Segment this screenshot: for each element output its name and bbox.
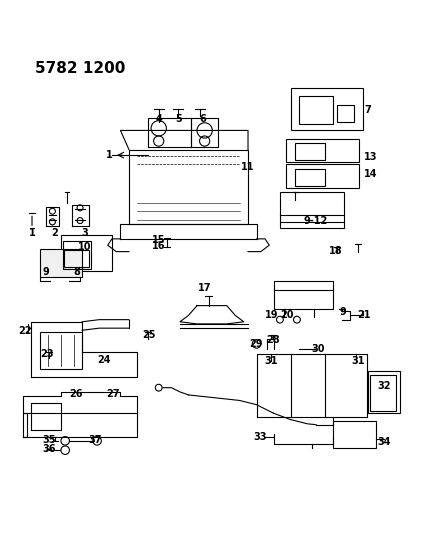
- Text: 5: 5: [175, 114, 181, 124]
- Text: 30: 30: [312, 344, 325, 354]
- Text: 9: 9: [43, 266, 49, 277]
- Text: 2: 2: [51, 228, 58, 238]
- Text: 29: 29: [249, 339, 262, 349]
- Text: 1: 1: [106, 150, 113, 160]
- Text: 36: 36: [42, 445, 56, 454]
- Text: 4: 4: [155, 114, 162, 124]
- Text: 25: 25: [143, 330, 156, 341]
- Text: 6: 6: [199, 114, 206, 124]
- Text: 5782 1200: 5782 1200: [36, 61, 126, 76]
- Bar: [368, 370, 400, 413]
- Text: 14: 14: [364, 169, 377, 179]
- Bar: [299, 96, 333, 124]
- Bar: [40, 249, 82, 277]
- Text: 13: 13: [364, 152, 377, 162]
- Bar: [291, 88, 363, 131]
- Text: 23: 23: [41, 349, 54, 359]
- Text: 35: 35: [42, 435, 56, 445]
- Text: 20: 20: [280, 310, 294, 320]
- Text: 27: 27: [106, 389, 119, 399]
- Bar: [40, 333, 82, 368]
- Text: 16: 16: [152, 241, 166, 251]
- Text: 37: 37: [88, 435, 102, 445]
- Text: 18: 18: [329, 246, 343, 256]
- Text: 3: 3: [81, 228, 88, 238]
- Bar: [273, 281, 333, 309]
- Bar: [286, 139, 359, 163]
- Text: 11: 11: [241, 161, 255, 172]
- Text: 31: 31: [351, 356, 365, 366]
- Bar: [61, 235, 112, 271]
- Text: 21: 21: [357, 310, 370, 320]
- Text: 28: 28: [266, 335, 279, 345]
- Text: 8: 8: [74, 266, 80, 277]
- Bar: [280, 192, 344, 228]
- Bar: [371, 375, 396, 411]
- Text: 32: 32: [377, 382, 391, 391]
- Text: 26: 26: [69, 389, 83, 399]
- Bar: [337, 105, 354, 122]
- Bar: [286, 165, 359, 188]
- Text: 31: 31: [265, 356, 278, 366]
- Bar: [64, 251, 89, 268]
- Bar: [333, 421, 376, 448]
- Text: 19: 19: [265, 310, 278, 320]
- Text: 17: 17: [198, 283, 211, 293]
- Text: 22: 22: [18, 326, 32, 336]
- Text: 15: 15: [152, 235, 166, 245]
- Text: 10: 10: [77, 243, 91, 252]
- Text: 34: 34: [377, 437, 391, 447]
- Bar: [295, 143, 324, 160]
- Text: 9-12: 9-12: [304, 215, 328, 225]
- Text: 24: 24: [98, 355, 111, 365]
- Bar: [295, 169, 324, 185]
- Text: 1: 1: [29, 228, 36, 238]
- Text: 7: 7: [365, 105, 372, 115]
- Text: 33: 33: [253, 432, 267, 441]
- Text: 9: 9: [339, 307, 346, 317]
- Bar: [63, 241, 91, 269]
